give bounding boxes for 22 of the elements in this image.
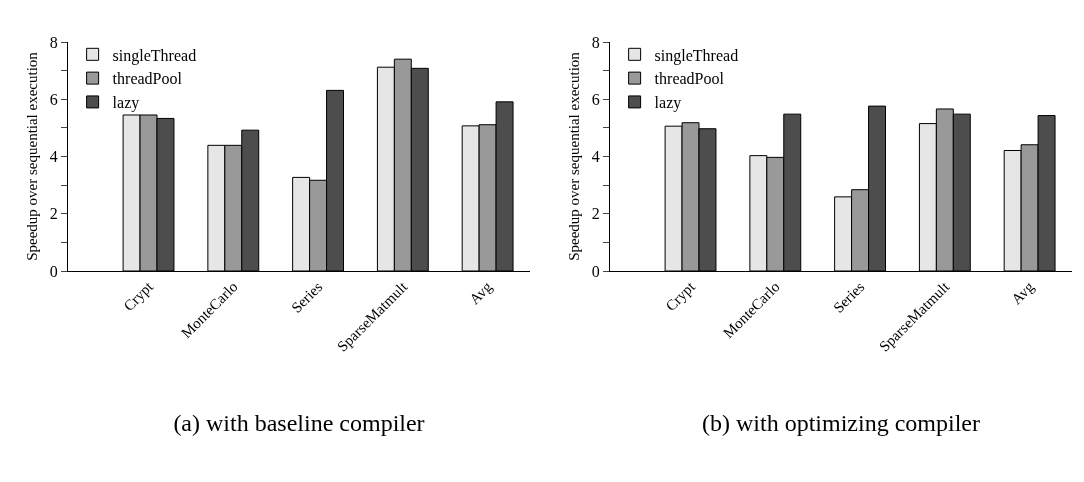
legend-label: singleThread	[112, 46, 197, 65]
y-tick-label: 2	[49, 205, 58, 223]
y-tick-label: 0	[49, 262, 58, 280]
x-axis-title: (a) with baseline compiler	[173, 410, 425, 437]
legend-label: threadPool	[112, 70, 183, 88]
y-axis-title: Speedup over sequential execution	[566, 51, 583, 261]
legend-label: lazy	[654, 94, 682, 113]
y-tick-label: 6	[49, 90, 58, 108]
legend-label: lazy	[112, 94, 140, 113]
x-tick-label: Avg	[1008, 278, 1038, 308]
y-tick-label: 6	[591, 90, 600, 108]
y-tick-label: 4	[591, 148, 600, 166]
y-tick-label: 8	[591, 33, 600, 51]
y-tick-label: 0	[591, 262, 600, 280]
legend-label: threadPool	[654, 70, 725, 88]
y-tick-label: 4	[49, 148, 58, 166]
y-tick-label: 2	[591, 205, 600, 223]
y-axis-title: Speedup over sequential execution	[24, 51, 41, 261]
x-tick-label: Avg	[466, 278, 496, 308]
x-axis-title: (b) with optimizing compiler	[702, 410, 980, 437]
legend-label: singleThread	[654, 46, 739, 65]
y-tick-label: 8	[49, 33, 58, 51]
